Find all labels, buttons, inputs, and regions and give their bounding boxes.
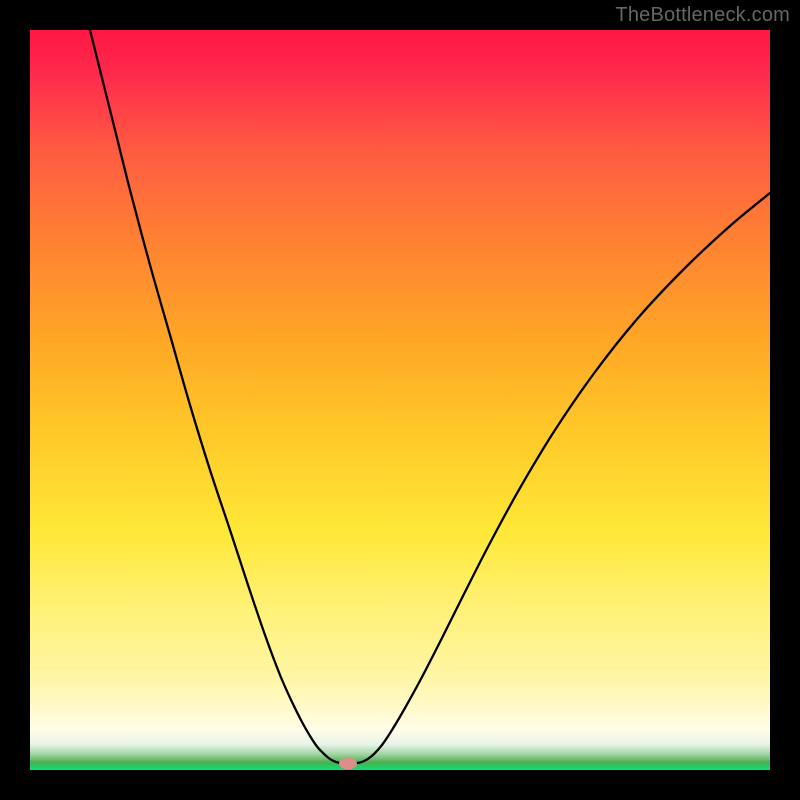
watermark-text: TheBottleneck.com	[615, 4, 790, 27]
gradient-background	[30, 30, 770, 770]
plot-area	[30, 30, 770, 770]
chart-svg	[30, 30, 770, 770]
chart-container: TheBottleneck.com	[0, 0, 800, 800]
optimal-point-marker	[339, 758, 357, 770]
